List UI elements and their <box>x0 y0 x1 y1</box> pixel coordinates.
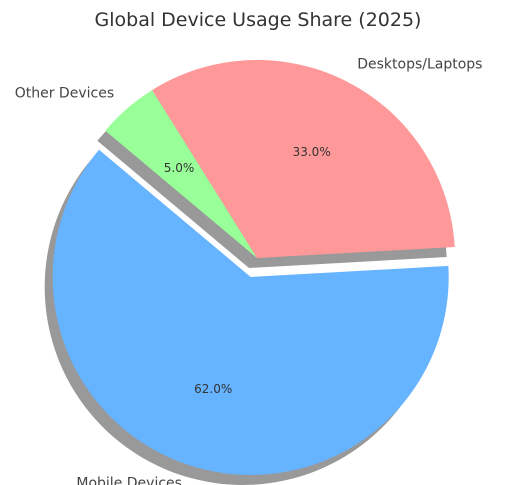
slice-other-devices[interactable] <box>105 90 257 258</box>
pct-label-other-devices: 5.0% <box>164 161 195 175</box>
pct-label-mobile-devices: 62.0% <box>194 382 232 396</box>
label-mobile-devices: Mobile Devices <box>76 476 182 485</box>
label-other-devices: Other Devices <box>15 86 114 102</box>
slice-desktops-laptops[interactable] <box>152 59 455 258</box>
label-layer: Mobile Devices 62.0% Desktops/Laptops 33.0%… <box>15 57 483 485</box>
chart-title: Global Device Usage Share (2025) <box>95 9 422 31</box>
slice-mobile-devices[interactable] <box>52 149 449 475</box>
label-desktops-laptops: Desktops/Laptops <box>357 57 482 73</box>
slice-layer <box>52 59 455 475</box>
pct-label-desktops-laptops: 33.0% <box>293 145 331 159</box>
